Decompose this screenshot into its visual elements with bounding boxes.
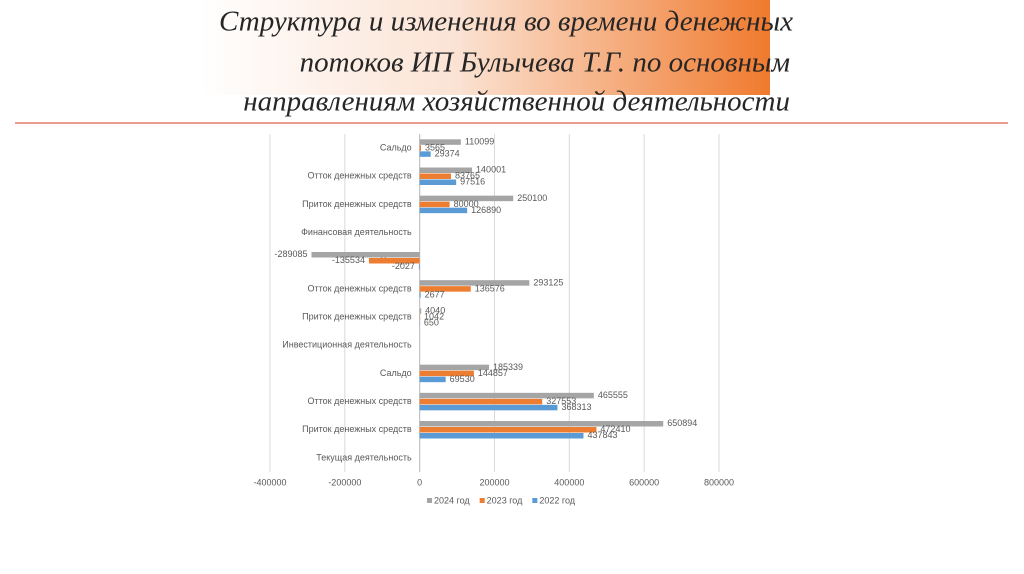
data-label: 140001 — [476, 165, 506, 175]
data-label: 293125 — [533, 277, 563, 287]
legend-label: 2023 год — [487, 495, 523, 505]
data-label: 83765 — [455, 171, 480, 181]
data-label: 327553 — [546, 396, 576, 406]
bar — [311, 252, 420, 258]
bar — [419, 179, 457, 185]
bar — [419, 173, 452, 179]
x-tick-label: 0 — [417, 477, 422, 487]
category-label: Приток денежных средств — [302, 311, 412, 321]
title-line: Структура и изменения во времени денежны… — [219, 6, 793, 38]
data-label: 4040 — [425, 305, 445, 315]
bar — [419, 207, 468, 214]
category-label: Отток денежных средств — [308, 283, 412, 293]
bar — [419, 151, 431, 157]
x-tick-label: -200000 — [328, 477, 361, 487]
data-label: 250100 — [517, 193, 547, 203]
x-tick-label: 800000 — [704, 477, 734, 487]
data-label: 136576 — [475, 283, 505, 293]
bar — [419, 286, 471, 292]
category-label: Приток денежных средств — [302, 424, 412, 434]
title-line: направлениям хозяйственной деятельности — [243, 86, 790, 118]
bar — [419, 364, 490, 371]
data-label: 472410 — [600, 424, 630, 434]
x-tick-label: 200000 — [479, 477, 509, 487]
data-label: 144857 — [478, 368, 508, 378]
bar — [419, 421, 664, 427]
legend-swatch — [532, 498, 538, 503]
data-label: 465555 — [598, 390, 628, 400]
bar — [419, 195, 514, 202]
legend-swatch — [427, 498, 432, 503]
data-label: 650894 — [667, 418, 697, 428]
bar — [419, 280, 530, 286]
legend-label: 2024 год — [434, 495, 470, 505]
bar — [419, 139, 461, 145]
category-label: Инвестиционная деятельность — [282, 340, 412, 350]
data-label: 126890 — [471, 205, 501, 215]
data-label: -2027 — [392, 261, 415, 271]
data-label: 110099 — [465, 136, 494, 146]
bar — [419, 376, 446, 383]
category-label: Приток денежных средств — [302, 199, 412, 209]
bar — [419, 404, 558, 411]
bar — [419, 308, 422, 314]
category-label: Текущая деятельность — [316, 452, 412, 462]
data-label: 2677 — [425, 289, 445, 299]
category-label: Сальдо — [380, 368, 412, 378]
bar — [368, 258, 420, 264]
bar — [419, 370, 474, 377]
x-tick-label: 600000 — [629, 477, 659, 487]
data-label: 185339 — [493, 362, 523, 372]
x-tick-label: -400000 — [253, 477, 286, 487]
data-label: -289085 — [274, 249, 307, 259]
data-label: 650 — [424, 317, 439, 327]
bar — [419, 201, 450, 208]
bar — [418, 264, 420, 270]
data-label: 29374 — [435, 148, 460, 158]
data-label: 3565 — [425, 142, 445, 152]
data-label: -135534 — [332, 255, 365, 265]
data-label: 437843 — [587, 430, 617, 440]
category-label: Отток денежных средств — [308, 396, 412, 406]
legend-swatch — [479, 498, 485, 503]
category-label: Финансовая деятельность — [301, 227, 412, 237]
bar — [419, 427, 597, 433]
data-label: 69530 — [450, 374, 475, 384]
data-label: 80000 — [454, 199, 479, 209]
title-line: потоков ИП Булычева Т.Г. по основным — [300, 47, 790, 79]
bar — [419, 167, 473, 173]
x-tick-label: 400000 — [554, 477, 584, 487]
bar — [419, 392, 594, 399]
bar — [419, 145, 422, 151]
title-background — [200, 0, 770, 95]
data-label: 97516 — [460, 177, 485, 187]
data-label: 1042 — [424, 311, 444, 321]
category-label: Сальдо — [380, 142, 412, 152]
bar — [419, 398, 543, 405]
bar — [419, 292, 421, 298]
data-label: 368313 — [561, 402, 591, 412]
bar — [419, 433, 584, 439]
category-label: Отток денежных средств — [308, 171, 412, 181]
legend-label: 2022 год — [539, 495, 575, 505]
